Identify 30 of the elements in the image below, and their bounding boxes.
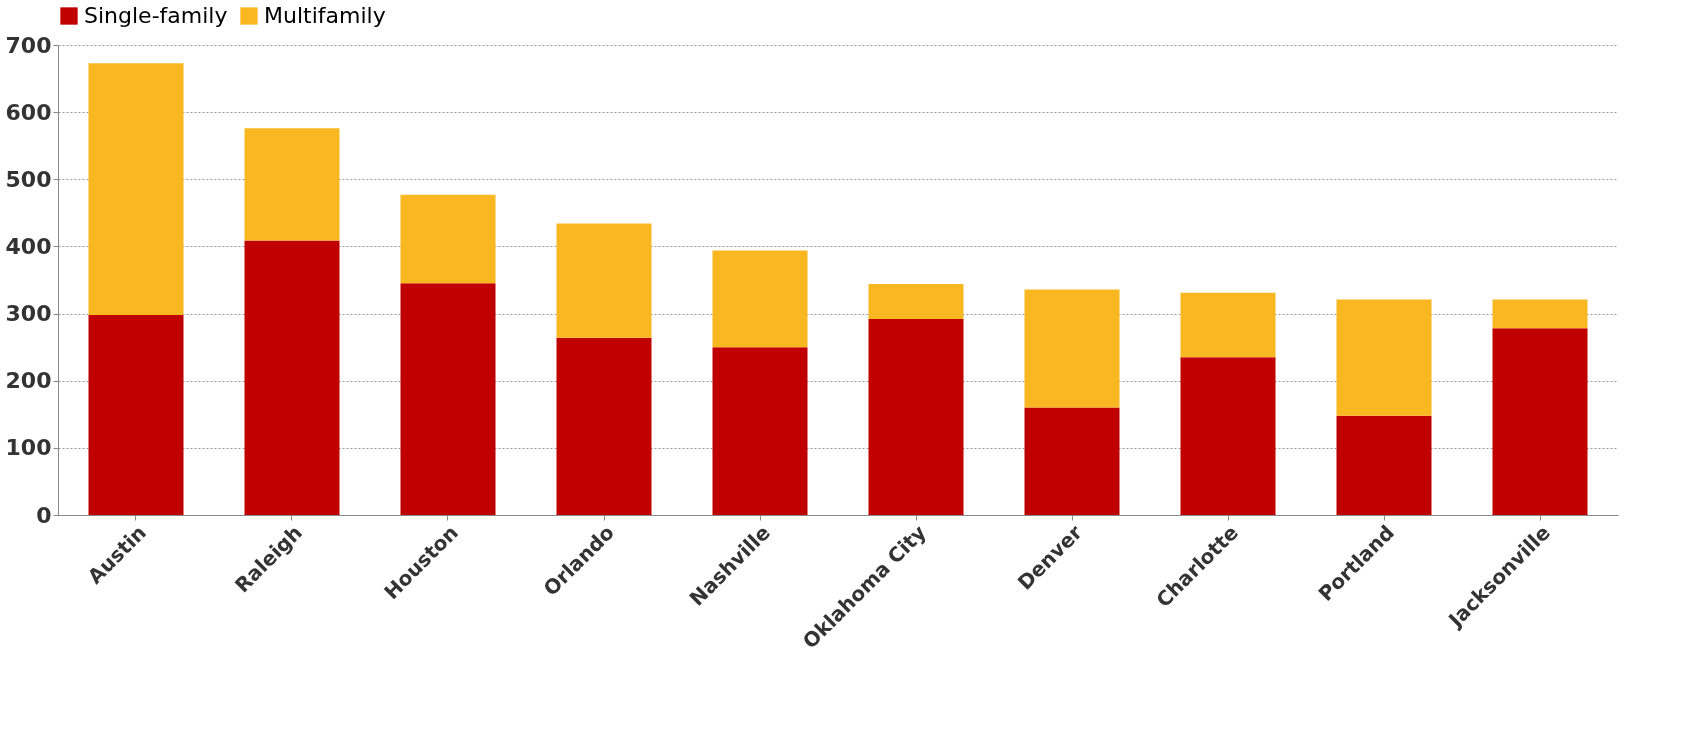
bar bbox=[1180, 357, 1276, 515]
bar bbox=[244, 128, 340, 241]
bar bbox=[244, 240, 340, 515]
bar bbox=[1492, 328, 1588, 515]
bar bbox=[712, 250, 808, 348]
bar bbox=[88, 314, 184, 515]
bar bbox=[400, 283, 496, 515]
bar bbox=[1336, 299, 1432, 416]
y-tick-label: 0 bbox=[36, 502, 52, 528]
y-tick-label: 500 bbox=[5, 166, 52, 192]
bar bbox=[88, 63, 184, 315]
bar bbox=[868, 284, 964, 319]
y-tick-label: 300 bbox=[5, 301, 52, 327]
y-tick-label: 700 bbox=[5, 32, 52, 58]
y-tick-label: 600 bbox=[5, 99, 52, 125]
y-tick-label: 200 bbox=[5, 368, 52, 394]
bar bbox=[400, 194, 496, 284]
bar bbox=[1024, 407, 1120, 515]
bar bbox=[712, 347, 808, 515]
bar bbox=[556, 223, 652, 338]
y-tick-label: 400 bbox=[5, 233, 52, 259]
legend-label: Multifamily bbox=[264, 3, 386, 28]
bar bbox=[1024, 289, 1120, 408]
legend-label: Single-family bbox=[84, 3, 228, 28]
bar bbox=[1336, 415, 1432, 515]
bar bbox=[1180, 292, 1276, 358]
bar bbox=[1492, 299, 1588, 329]
bar bbox=[868, 318, 964, 515]
bar bbox=[556, 337, 652, 515]
y-tick-label: 100 bbox=[5, 435, 52, 461]
